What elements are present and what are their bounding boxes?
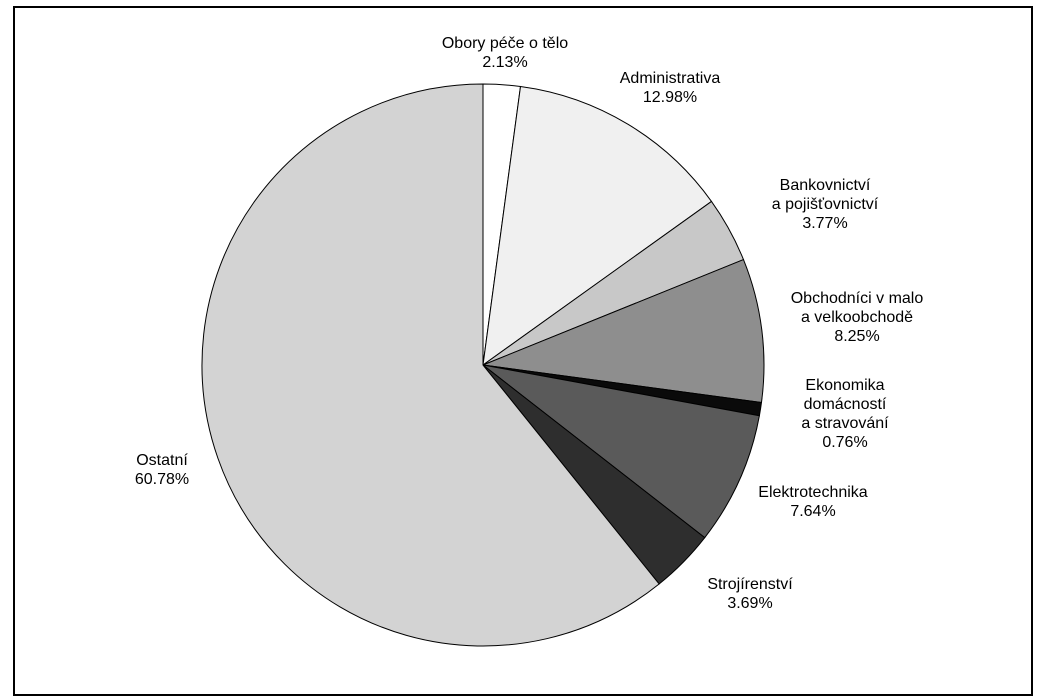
slice-percent: 0.76% [822,434,867,451]
slice-category: a stravování [801,415,889,432]
slice-category: Strojírenství [707,576,793,593]
slice-category: Ekonomika [805,377,884,394]
pie-labels: Obory péče o tělo 2.13% Administrativa 12.9… [135,35,923,612]
slice-category: domácností [804,396,887,413]
slice-percent: 7.64% [790,503,835,520]
slice-label-7: Strojírenství 3.69% [707,576,793,612]
slice-category: Obory péče o tělo [442,35,568,52]
slice-category: a pojišťovnictví [772,196,879,213]
pie-slice-8 [201,83,660,647]
slice-percent: 8.25% [834,328,879,345]
pie-slice-6 [482,364,760,539]
slice-percent: 2.13% [482,54,527,71]
slice-category: a velkoobchodě [801,309,913,326]
slice-percent: 60.78% [135,471,189,488]
slice-label-4: Obchodníci v malo a velkoobchodě 8.25% [791,290,924,345]
pie-slices [201,83,765,647]
slice-label-6: Elektrotechnika 7.64% [758,484,867,520]
slice-percent: 3.69% [727,595,772,612]
slice-label-5: Ekonomika domácností a stravování 0.76% [801,377,889,451]
pie-slice-4 [481,258,765,404]
slice-label-8: Ostatní 60.78% [135,452,189,488]
slice-percent: 12.98% [643,89,697,106]
slice-category: Elektrotechnika [758,484,867,501]
slice-category: Bankovnictví [780,177,871,194]
slice-category: Ostatní [136,452,188,469]
slice-label-1: Obory péče o tělo 2.13% [442,35,568,71]
slice-label-2: Administrativa 12.98% [620,70,721,106]
slice-category: Obchodníci v malo [791,290,924,307]
slice-category: Administrativa [620,70,721,87]
slice-label-3: Bankovnictví a pojišťovnictví 3.77% [772,177,879,232]
slice-percent: 3.77% [802,215,847,232]
pie-slice-2 [482,85,713,367]
